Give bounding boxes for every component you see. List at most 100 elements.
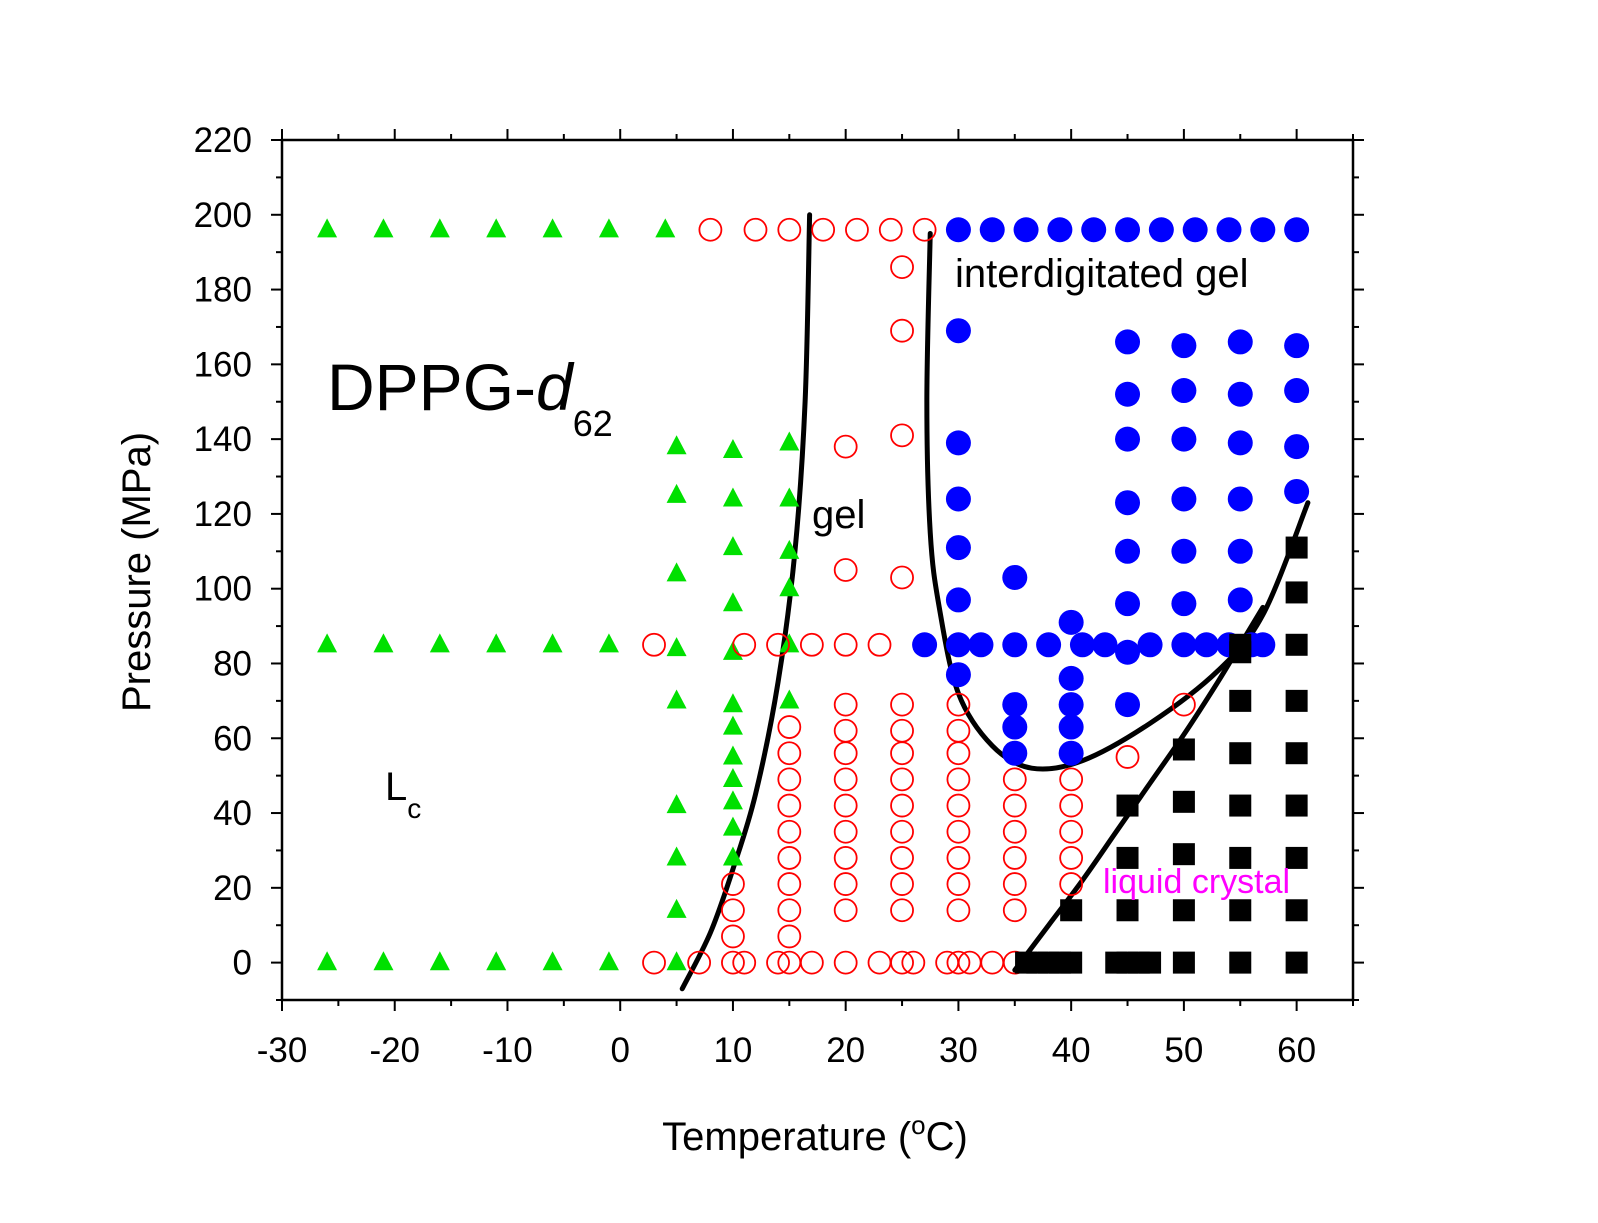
gel-phase-point [833, 692, 858, 717]
interdigitated-phase-point [1115, 538, 1141, 564]
interdigitated-phase-point [1069, 632, 1095, 658]
lc-phase-point [373, 951, 394, 971]
liquid-crystal-phase-point [1285, 689, 1308, 712]
x-tick-label: 0 [610, 1031, 629, 1070]
lc-phase-point [317, 951, 338, 971]
interdigitated-phase-point [1002, 714, 1028, 740]
y-tick-label: 40 [213, 794, 252, 833]
gel-phase-point [890, 950, 914, 975]
lc-phase-point [666, 435, 687, 455]
gel-phase-point [777, 715, 802, 739]
lc-phase-point [429, 218, 450, 238]
liquid-crystal-phase-point [1285, 536, 1308, 559]
interdigitated-phase-point [945, 632, 971, 658]
gel-phase-point [833, 434, 858, 459]
liquid-crystal-phase-point [1060, 951, 1083, 974]
liquid-crystal-phase-point [1285, 794, 1308, 817]
gel-phase-point [946, 950, 971, 975]
interdigitated-phase-point [945, 662, 971, 688]
liquid-crystal-phase-point [1229, 951, 1252, 974]
gel-phase-point [890, 318, 914, 343]
interdigitated-phase-point [1171, 538, 1197, 564]
annotation-gel: gel [812, 493, 865, 537]
liquid-crystal-phase-point [1172, 843, 1195, 866]
gel-phase-point [833, 898, 858, 923]
liquid-crystal-phase-point [1116, 899, 1139, 922]
gel-phase-point [721, 872, 745, 896]
x-axis-title: Temperature (oC) [662, 1110, 968, 1159]
gel-phase-point [777, 846, 802, 870]
gel-phase-point [721, 924, 745, 949]
lc-phase-point [373, 218, 394, 238]
interdigitated-phase-point [945, 217, 971, 243]
lc-phase-point [779, 577, 800, 597]
gel-phase-point [721, 898, 745, 923]
liquid-crystal-phase-point [1229, 899, 1252, 922]
lc-phase-point [722, 816, 743, 836]
liquid-crystal-phase-point [1060, 899, 1083, 922]
gel-phase-point [811, 217, 836, 242]
interdigitated-phase-point [1115, 329, 1141, 355]
data-markers [317, 217, 1310, 975]
gel-phase-point [687, 950, 712, 975]
gel-phase-point [777, 819, 802, 844]
gel-phase-point [890, 846, 914, 870]
gel-phase-point [777, 793, 802, 818]
gel-phase-point [946, 846, 971, 870]
liquid-crystal-phase-point [1172, 899, 1195, 922]
interdigitated-phase-point [1058, 714, 1084, 740]
gel-phase-point [833, 950, 858, 975]
gel-phase-point [890, 255, 914, 280]
gel-phase-point [890, 692, 914, 717]
lc-phase-point [542, 218, 563, 238]
lc-phase-point [779, 431, 800, 451]
interdigitated-phase-point [1081, 217, 1107, 243]
interdigitated-phase-point [1002, 632, 1028, 658]
y-tick-label: 220 [194, 121, 252, 160]
lc-phase-point [598, 218, 619, 238]
lc-phase-point [779, 539, 800, 559]
interdigitated-phase-point [1013, 217, 1039, 243]
annotation-lc: Lc [385, 765, 421, 824]
liquid-crystal-phase-point [1172, 951, 1195, 974]
liquid-crystal-phase-point [1285, 581, 1308, 604]
liquid-crystal-phase-point [1229, 794, 1252, 817]
interdigitated-phase-point [1115, 639, 1141, 665]
lc-phase-point [317, 218, 338, 238]
interdigitated-phase-point [1250, 217, 1276, 243]
gel-phase-point [946, 767, 971, 792]
interdigitated-phase-point [1171, 333, 1197, 359]
gel-phase-point [946, 898, 971, 923]
lc-phase-point [666, 689, 687, 709]
gel-phase-point [890, 898, 914, 923]
gel-phase-point [766, 632, 790, 657]
liquid-crystal-phase-point [1229, 742, 1252, 765]
interdigitated-phase-point [1284, 217, 1310, 243]
gel-phase-point [833, 741, 858, 766]
interdigitated-phase-point [1148, 217, 1174, 243]
lc-phase-point [722, 790, 743, 810]
gel-phase-point [946, 819, 971, 844]
gel-phase-point [1059, 819, 1084, 844]
lc-phase-point [666, 794, 687, 814]
gel-phase-point [777, 741, 802, 766]
gel-phase-point [766, 950, 790, 975]
lc-phase-point [722, 640, 743, 660]
interdigitated-phase-point [968, 632, 994, 658]
gel-phase-point [867, 950, 892, 975]
interdigitated-phase-point [1171, 426, 1197, 452]
interdigitated-phase-point [1115, 490, 1141, 516]
gel-phase-point [980, 950, 1005, 975]
gel-phase-point [1002, 872, 1027, 896]
x-tick-label: -10 [482, 1031, 533, 1070]
sample-label-italic: d [536, 350, 575, 424]
interdigitated-phase-point [1036, 632, 1062, 658]
gel-phase-point [1059, 793, 1084, 818]
x-axis-title-text: Temperature ( [662, 1115, 912, 1159]
phase-boundary-line [679, 212, 813, 992]
lc-phase-point [666, 898, 687, 918]
interdigitated-phase-point [912, 632, 938, 658]
y-tick-label: 200 [194, 196, 252, 235]
interdigitated-phase-point [1171, 591, 1197, 617]
